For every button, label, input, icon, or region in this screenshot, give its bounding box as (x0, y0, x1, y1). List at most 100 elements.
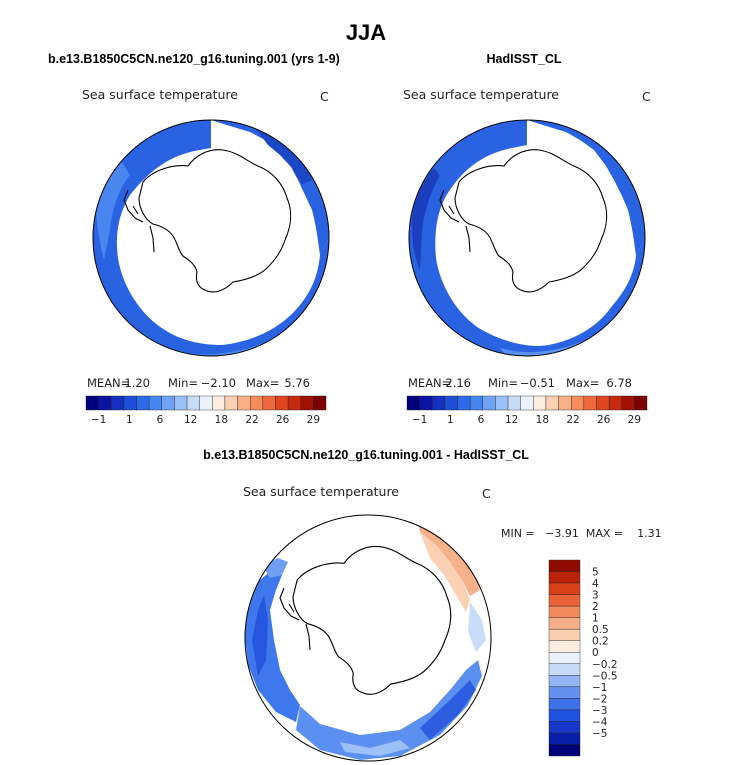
colorbar-diff-swatch (548, 732, 581, 745)
min-label: Min= (488, 376, 518, 390)
colorbar-obs-tick-label: 1 (447, 414, 454, 426)
max-value: 6.78 (606, 376, 632, 390)
colorbar-obs-swatch (571, 395, 585, 411)
panel-diff-header: b.e13.B1850C5CN.ne120_g16.tuning.001 - H… (203, 448, 529, 462)
colorbar-obs-swatch (583, 395, 597, 411)
mean-value: 2.16 (445, 376, 471, 390)
colorbar-obs-swatch (608, 395, 622, 411)
colorbar-diff-tick-label: −0.5 (592, 670, 618, 682)
colorbar-diff-tick-label: −5 (592, 728, 607, 740)
colorbar-obs-swatch (596, 395, 610, 411)
stats-model: MEAN= 1.20 Min= −2.10 Max= 5.76 (87, 376, 310, 390)
colorbar-diff-swatch (548, 744, 581, 757)
panel-model-variable: Sea surface temperature (82, 87, 238, 102)
colorbar-model-swatch (313, 395, 327, 411)
colorbar-diff-tick-label: 1 (592, 613, 599, 625)
colorbar-model-tick-label: 22 (245, 414, 258, 426)
panel-diff: b.e13.B1850C5CN.ne120_g16.tuning.001 - H… (203, 448, 662, 762)
colorbar-model-swatch (85, 395, 99, 411)
colorbar-diff-swatch (548, 663, 581, 676)
colorbar-obs-swatch (406, 395, 420, 411)
mean-label: MEAN= (408, 376, 451, 390)
colorbar-obs: −1 1 6 12 18 22 26 29 (406, 395, 648, 426)
colorbar-diff-tick-label: 0.5 (592, 624, 609, 636)
colorbar-obs-tick-label: 22 (566, 414, 579, 426)
colorbar-obs-tick-label: −1 (412, 414, 427, 426)
colorbar-model-tick-label: 29 (307, 414, 320, 426)
panel-obs: HadISST_CL Sea surface temperature C MEA… (403, 52, 651, 426)
colorbar-obs-tick-label: 12 (505, 414, 518, 426)
colorbar-model-swatch (250, 395, 264, 411)
colorbar-model-tick-label: 26 (276, 414, 290, 426)
colorbar-model-tick-label: −1 (91, 414, 106, 426)
colorbar-model-tick-label: 12 (184, 414, 197, 426)
colorbar-model: −1 1 6 12 18 22 26 29 (85, 395, 327, 426)
colorbar-model-swatch (275, 395, 289, 411)
max-value: 5.76 (284, 376, 310, 390)
colorbar-diff-tick-label: −0.2 (592, 659, 618, 671)
colorbar-model-swatch (161, 395, 175, 411)
panel-model: b.e13.B1850C5CN.ne120_g16.tuning.001 (yr… (48, 52, 340, 426)
colorbar-model-swatch (174, 395, 188, 411)
panel-obs-variable: Sea surface temperature (403, 87, 559, 102)
colorbar-diff-tick-label: 5 (592, 567, 599, 579)
colorbar-model-swatch (186, 395, 200, 411)
panel-model-header: b.e13.B1850C5CN.ne120_g16.tuning.001 (yr… (48, 52, 340, 66)
colorbar-diff-swatch (548, 686, 581, 699)
min-value: −2.10 (201, 376, 236, 390)
colorbar-diff-swatch (548, 698, 581, 711)
panel-diff-stats: MIN = −3.91 MAX = 1.31 (501, 527, 662, 540)
map-model (92, 119, 330, 357)
colorbar-obs-swatch (482, 395, 496, 411)
colorbar-diff-swatch (548, 628, 581, 641)
colorbar-diff-swatch (548, 582, 581, 595)
colorbar-diff-swatch (548, 617, 581, 630)
colorbar-obs-tick-label: 29 (628, 414, 641, 426)
colorbar-diff-tick-label: 0 (592, 647, 599, 659)
colorbar-diff-tick-label: 4 (592, 578, 599, 590)
colorbar-model-swatch (136, 395, 150, 411)
colorbar-obs-swatch (419, 395, 433, 411)
colorbar-model-swatch (98, 395, 112, 411)
max-label: Max= (246, 376, 279, 390)
colorbar-diff-swatch (548, 640, 581, 653)
colorbar-diff-tick-label: −2 (592, 693, 607, 705)
colorbar-diff-tick-label: −4 (592, 716, 608, 728)
panel-diff-variable: Sea surface temperature (243, 484, 399, 499)
map-diff (244, 514, 492, 762)
colorbar-obs-swatch (634, 395, 648, 411)
colorbar-model-tick-label: 6 (157, 414, 164, 426)
colorbar-obs-tick-label: 26 (597, 414, 611, 426)
colorbar-obs-swatch (558, 395, 572, 411)
colorbar-model-tick-label: 18 (215, 414, 228, 426)
panel-diff-units: C (482, 486, 491, 501)
colorbar-obs-tick-label: 6 (478, 414, 485, 426)
panel-model-units: C (320, 89, 329, 104)
colorbar-diff-swatch (548, 571, 581, 584)
colorbar-diff-swatch (548, 675, 581, 688)
colorbar-obs-swatch (621, 395, 635, 411)
min-value: −0.51 (520, 376, 555, 390)
panel-obs-header: HadISST_CL (486, 52, 561, 66)
colorbar-obs-tick-label: 18 (536, 414, 549, 426)
colorbar-model-swatch (262, 395, 276, 411)
colorbar-model-swatch (300, 395, 314, 411)
colorbar-diff-tick-label: −1 (592, 682, 607, 694)
mean-value: 1.20 (124, 376, 150, 390)
colorbar-obs-swatch (507, 395, 521, 411)
colorbar-obs-swatch (457, 395, 471, 411)
colorbar-model-swatch (123, 395, 137, 411)
colorbar-model-swatch (237, 395, 251, 411)
colorbar-obs-swatch (533, 395, 547, 411)
colorbar-obs-swatch (520, 395, 534, 411)
colorbar-diff-swatch (548, 721, 581, 734)
colorbar-obs-swatch (432, 395, 446, 411)
map-obs (408, 119, 646, 357)
colorbar-obs-swatch (469, 395, 483, 411)
colorbar-obs-swatch (495, 395, 509, 411)
colorbar-model-tick-label: 1 (126, 414, 133, 426)
mean-label: MEAN= (87, 376, 130, 390)
colorbar-diff-tick-label: −3 (592, 705, 607, 717)
